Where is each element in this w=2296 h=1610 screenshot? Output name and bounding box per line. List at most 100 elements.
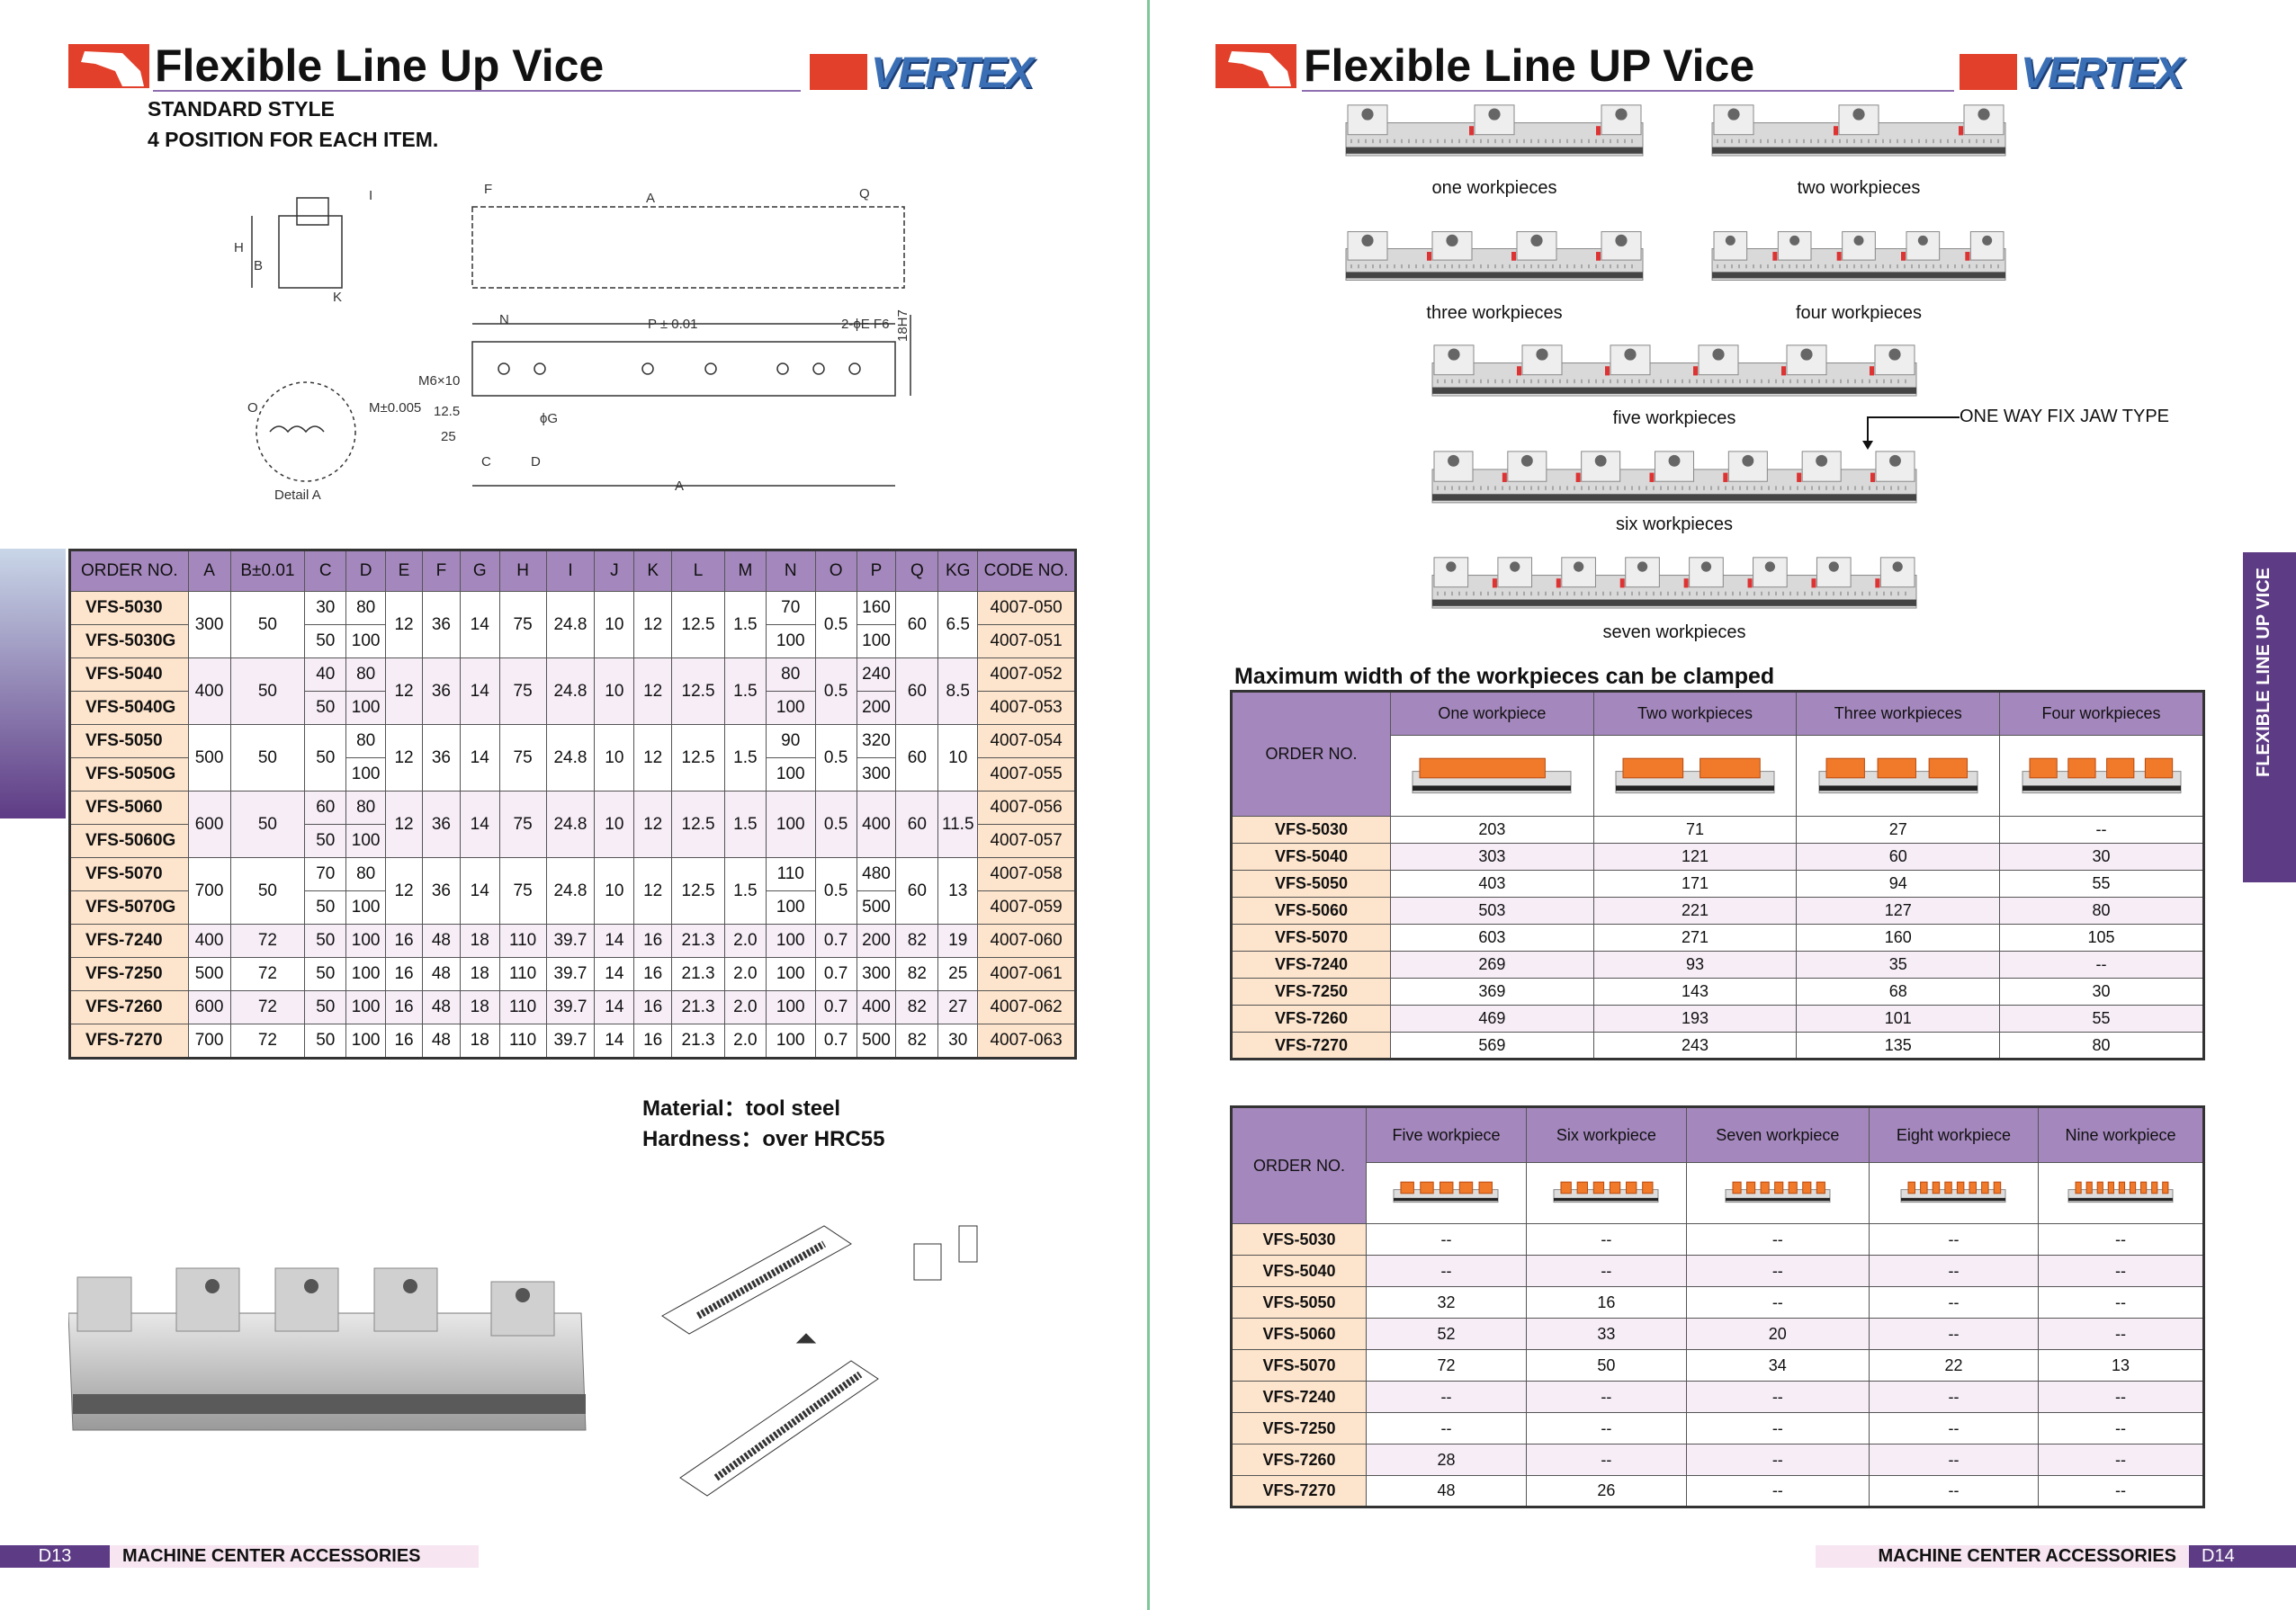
spec-cell: 100 — [765, 1024, 816, 1059]
width-value: -- — [1685, 1412, 1870, 1445]
order-no: VFS-7240 — [69, 924, 189, 958]
table-row: VFS-5040 400 50 40 80 12 36 14 75 24.8 10 12 12.5 1.5… — [69, 657, 1076, 725]
spec-cell: 36 — [421, 791, 461, 858]
order-no: VFS-5030G — [69, 624, 189, 658]
width-value: -- — [1366, 1381, 1527, 1413]
width-value: 143 — [1592, 978, 1798, 1006]
width-value: -- — [1868, 1412, 2040, 1445]
table-row: VFS-7270 569 243 135 80 — [1231, 1032, 2204, 1060]
brand-name: VERTEX — [871, 49, 1034, 97]
spec-cell: 50 — [229, 857, 306, 925]
table-row: VFS-5050G 100 100 300 4007-055 — [69, 757, 1076, 792]
spec-cell: 100 — [765, 624, 816, 658]
spec-cell: 500 — [856, 1024, 897, 1059]
spec-cell: 320 — [856, 724, 897, 758]
title-underline — [153, 90, 801, 92]
spec-cell: 24.8 — [545, 724, 596, 792]
order-no: VFS-5060 — [1231, 1318, 1367, 1350]
spec-cell: 100 — [765, 757, 816, 792]
spec-cell: 18 — [459, 990, 500, 1024]
order-no: VFS-7270 — [69, 1024, 189, 1059]
drawing-label: Detail A — [274, 487, 321, 503]
width-value: 203 — [1390, 816, 1594, 844]
table-row: VFS-5030G 50 100 100 100 4007-051 — [69, 624, 1076, 658]
workpiece-diagram-icon — [1725, 1181, 1831, 1203]
code-no: 4007-056 — [977, 791, 1076, 825]
diagram-cell — [1868, 1162, 2040, 1224]
exploded-drawing — [661, 1225, 978, 1497]
width-value: -- — [1685, 1286, 1870, 1319]
jaw-type-note: ONE WAY FIX JAW TYPE — [1960, 407, 2169, 426]
spec-cell: 480 — [856, 857, 897, 891]
table-row: VFS-7250 500 72 50 100 16 48 18 110 39.7 14 16 21.3 2… — [69, 957, 1076, 991]
width-value: 71 — [1592, 816, 1798, 844]
table-row: VFS-5030 -- -- -- -- -- — [1231, 1223, 2204, 1256]
table-row: VFS-5040G 50 100 100 200 4007-053 — [69, 691, 1076, 725]
spec-cell: 240 — [856, 657, 897, 692]
spec-cell: 160 — [856, 591, 897, 625]
spec-cell: 16 — [385, 990, 423, 1024]
spec-cell: 2.0 — [723, 957, 767, 991]
table-row: VFS-5060 52 33 20 -- -- — [1231, 1318, 2204, 1350]
spec-cell: 70 — [304, 857, 347, 891]
spec-cell: 0.5 — [814, 724, 857, 792]
width-value: 72 — [1366, 1349, 1527, 1382]
spec-cell: 30 — [937, 1024, 979, 1059]
spec-cell: 1.5 — [723, 657, 767, 725]
spec-cell: 39.7 — [545, 990, 596, 1024]
spec-cell: 12 — [633, 791, 673, 858]
title-underline — [1302, 90, 1954, 92]
order-no: VFS-5060G — [69, 824, 189, 858]
spec-cell: 2.0 — [723, 924, 767, 958]
page-title: Flexible Line UP Vice — [1304, 40, 1755, 91]
page-divider — [1147, 0, 1150, 1610]
order-no-header: ORDER NO. — [1231, 1106, 1367, 1224]
spec-cell: 50 — [304, 1024, 347, 1059]
column-header: M — [723, 550, 767, 592]
spec-cell: 100 — [345, 890, 387, 925]
width-value: 160 — [1796, 924, 2001, 952]
spec-cell: 36 — [421, 857, 461, 925]
spec-cell: 12 — [633, 857, 673, 925]
spec-cell: 1.5 — [723, 857, 767, 925]
table-row: VFS-7270 48 26 -- -- -- — [1231, 1475, 2204, 1507]
width-value: 271 — [1592, 924, 1798, 952]
order-no: VFS-7270 — [1231, 1032, 1391, 1060]
drawing-label: M±0.005 — [369, 400, 421, 416]
width-value: -- — [1525, 1255, 1687, 1287]
width-value: 20 — [1685, 1318, 1870, 1350]
spec-cell: 21.3 — [671, 990, 725, 1024]
width-value: -- — [2038, 1255, 2204, 1287]
order-no: VFS-5030 — [1231, 1223, 1367, 1256]
width-value: 135 — [1796, 1032, 2001, 1060]
width-value: 221 — [1592, 897, 1798, 925]
code-no: 4007-053 — [977, 691, 1076, 725]
spec-cell: 10 — [594, 591, 635, 658]
vertex-logo: VERTEX — [810, 49, 1076, 97]
spec-cell: 24.8 — [545, 657, 596, 725]
spec-cell: 700 — [187, 1024, 231, 1059]
width-value: -- — [1366, 1412, 1527, 1445]
vertex-logo: VERTEX — [1960, 49, 2226, 97]
spec-cell: 50 — [229, 724, 306, 792]
width-value: 503 — [1390, 897, 1594, 925]
spec-cell: 14 — [459, 724, 500, 792]
drawing-label: H — [234, 240, 244, 255]
spec-cell: 6.5 — [937, 591, 979, 658]
table-row: VFS-5050 32 16 -- -- -- — [1231, 1286, 2204, 1319]
spec-cell: 60 — [304, 791, 347, 825]
drawing-label-18h7: 18H7 — [895, 309, 910, 342]
spec-cell: 16 — [633, 924, 673, 958]
width-value: -- — [1999, 816, 2204, 844]
table-row: VFS-7240 400 72 50 100 16 48 18 110 39.7 14 16 21.3 2… — [69, 924, 1076, 958]
spec-cell: 16 — [633, 990, 673, 1024]
spec-cell: 80 — [345, 724, 387, 758]
width-value: 60 — [1796, 843, 2001, 871]
spec-cell: 100 — [765, 890, 816, 925]
spec-cell: 21.3 — [671, 924, 725, 958]
width-value: 569 — [1390, 1032, 1594, 1060]
width-value: -- — [1685, 1475, 1870, 1507]
spec-cell: 400 — [856, 791, 897, 858]
spec-cell: 12 — [385, 657, 423, 725]
width-value: 93 — [1592, 951, 1798, 979]
